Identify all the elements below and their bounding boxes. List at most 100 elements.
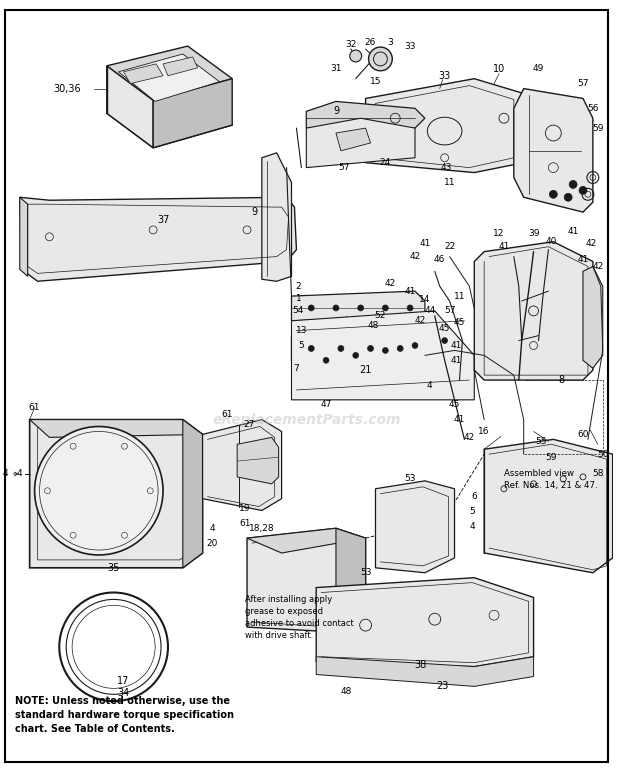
Text: 46: 46 <box>434 255 445 264</box>
Polygon shape <box>247 528 366 632</box>
Polygon shape <box>291 291 425 321</box>
Circle shape <box>412 343 418 348</box>
Text: After installing apply
grease to exposed
adhesive to avoid contact
with drive sh: After installing apply grease to exposed… <box>245 595 354 640</box>
Text: 16: 16 <box>479 427 490 436</box>
Text: 59: 59 <box>546 452 557 462</box>
Polygon shape <box>20 198 296 281</box>
Text: 60: 60 <box>577 430 589 439</box>
Text: 17: 17 <box>117 676 130 686</box>
Text: 41: 41 <box>419 239 430 249</box>
Text: 41: 41 <box>451 341 462 350</box>
Polygon shape <box>30 420 203 438</box>
Polygon shape <box>336 528 366 632</box>
Circle shape <box>353 352 359 358</box>
Text: 42: 42 <box>414 317 425 325</box>
Circle shape <box>397 346 403 351</box>
Text: 22: 22 <box>444 242 455 251</box>
Polygon shape <box>336 128 371 151</box>
Polygon shape <box>474 242 593 380</box>
Text: 26: 26 <box>365 38 376 46</box>
Text: 6: 6 <box>471 493 477 501</box>
Polygon shape <box>107 46 232 100</box>
Text: 13: 13 <box>296 326 307 335</box>
Text: 5: 5 <box>298 341 304 350</box>
Text: 23: 23 <box>436 682 449 692</box>
Text: 2: 2 <box>296 282 301 291</box>
Text: 4: 4 <box>17 469 22 479</box>
Text: 61: 61 <box>221 410 233 419</box>
Text: 37: 37 <box>157 215 169 225</box>
Text: 3: 3 <box>388 38 393 46</box>
Text: 11: 11 <box>454 292 465 300</box>
Polygon shape <box>20 198 28 276</box>
Polygon shape <box>183 420 203 568</box>
Circle shape <box>549 191 557 198</box>
Circle shape <box>564 193 572 201</box>
Text: 20: 20 <box>206 539 218 547</box>
Polygon shape <box>484 439 613 573</box>
Text: 57: 57 <box>444 306 455 316</box>
Text: 4: 4 <box>469 522 475 531</box>
Text: 11: 11 <box>444 178 455 187</box>
Circle shape <box>383 347 388 354</box>
Circle shape <box>407 305 413 311</box>
Polygon shape <box>514 89 593 212</box>
Polygon shape <box>30 420 203 568</box>
Text: 15: 15 <box>370 77 381 86</box>
Polygon shape <box>107 66 153 148</box>
Text: 58: 58 <box>592 469 603 479</box>
Text: 44: 44 <box>424 306 435 316</box>
Circle shape <box>308 346 314 351</box>
Polygon shape <box>376 481 454 573</box>
Circle shape <box>323 357 329 364</box>
Circle shape <box>308 305 314 311</box>
Text: 38: 38 <box>414 659 426 669</box>
Text: NOTE: Unless noted otherwise, use the
standard hardware torque specification
cha: NOTE: Unless noted otherwise, use the st… <box>15 696 234 734</box>
Polygon shape <box>118 54 219 101</box>
Circle shape <box>579 186 587 195</box>
Text: 55: 55 <box>536 437 547 446</box>
Text: 52: 52 <box>374 311 386 320</box>
Polygon shape <box>163 57 198 76</box>
Text: 33: 33 <box>404 42 416 51</box>
Text: 30,36: 30,36 <box>53 83 81 93</box>
Polygon shape <box>291 329 435 361</box>
Text: 42: 42 <box>464 433 475 442</box>
Polygon shape <box>316 657 534 686</box>
Text: 41: 41 <box>567 228 579 236</box>
Circle shape <box>350 50 361 62</box>
Text: 4: 4 <box>427 381 433 390</box>
Text: 47: 47 <box>321 400 332 409</box>
Text: 43: 43 <box>441 163 453 172</box>
Circle shape <box>333 305 339 311</box>
Text: 40: 40 <box>546 237 557 246</box>
Text: 56: 56 <box>587 104 599 113</box>
Circle shape <box>338 346 344 351</box>
Text: 27: 27 <box>243 420 255 429</box>
Text: 4: 4 <box>210 523 215 533</box>
Text: 45: 45 <box>454 318 465 327</box>
Text: 18,28: 18,28 <box>249 523 275 533</box>
Polygon shape <box>237 438 278 484</box>
Text: 48: 48 <box>368 321 379 330</box>
Text: 61: 61 <box>239 519 251 528</box>
Circle shape <box>35 426 163 555</box>
Polygon shape <box>153 79 232 148</box>
Text: 32: 32 <box>345 39 356 49</box>
Text: 41: 41 <box>498 242 510 251</box>
Text: 48: 48 <box>340 687 352 696</box>
Polygon shape <box>262 153 291 281</box>
Text: 24: 24 <box>379 158 391 168</box>
Circle shape <box>358 305 363 311</box>
Text: 61: 61 <box>29 403 40 412</box>
Text: 54: 54 <box>293 306 304 316</box>
Text: 59: 59 <box>592 124 603 133</box>
Text: 42: 42 <box>384 279 396 288</box>
Text: 57: 57 <box>577 80 589 88</box>
Polygon shape <box>316 577 534 666</box>
Text: eReplacementParts.com: eReplacementParts.com <box>212 412 401 427</box>
Polygon shape <box>366 79 524 173</box>
Circle shape <box>569 181 577 188</box>
Text: 53: 53 <box>360 568 371 577</box>
Circle shape <box>368 47 392 71</box>
